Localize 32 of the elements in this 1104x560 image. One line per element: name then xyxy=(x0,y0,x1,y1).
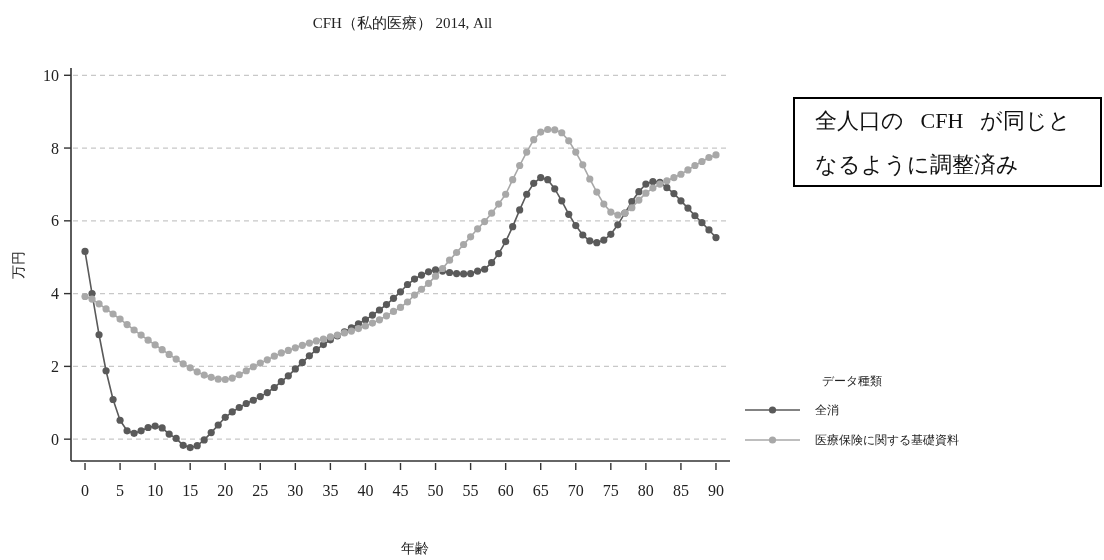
y-tick-label: 4 xyxy=(51,285,59,303)
legend-title: データ種類 xyxy=(822,374,882,388)
x-tick-label: 20 xyxy=(217,481,234,499)
x-tick-label: 5 xyxy=(116,481,125,499)
x-tick-label: 15 xyxy=(182,481,199,499)
x-tick-label: 30 xyxy=(287,481,304,499)
x-tick-label: 25 xyxy=(252,481,269,499)
chart-title: CFH（私的医療） 2014, All xyxy=(312,15,493,31)
x-tick-label: 50 xyxy=(427,481,444,499)
x-tick-label: 85 xyxy=(672,481,689,499)
x-tick-label: 80 xyxy=(637,481,654,499)
x-tick-label: 60 xyxy=(497,481,514,499)
legend-label: 医療保険に関する基礎資料 xyxy=(815,433,959,447)
text: 全人口の CFH が同じとなるように調整済み xyxy=(793,97,1102,187)
x-tick-label: 90 xyxy=(707,481,724,499)
x-tick-label: 45 xyxy=(392,481,409,499)
x-tick-label: 55 xyxy=(462,481,479,499)
x-tick-label: 75 xyxy=(602,481,619,499)
y-tick-label: 2 xyxy=(51,357,59,375)
y-axis-title: 万円 xyxy=(10,250,26,279)
y-tick-label: 10 xyxy=(43,66,59,84)
y-tick-label: 8 xyxy=(51,139,59,157)
x-tick-label: 65 xyxy=(532,481,549,499)
x-tick-label: 10 xyxy=(147,481,164,499)
x-tick-label: 70 xyxy=(567,481,584,499)
y-tick-label: 0 xyxy=(51,430,59,448)
legend-label: 全消 xyxy=(815,403,839,417)
x-tick-label: 0 xyxy=(81,481,90,499)
x-tick-label: 35 xyxy=(322,481,339,499)
x-tick-label: 40 xyxy=(357,481,374,499)
y-tick-label: 6 xyxy=(51,212,59,230)
x-axis-title: 年齢 xyxy=(400,540,429,556)
